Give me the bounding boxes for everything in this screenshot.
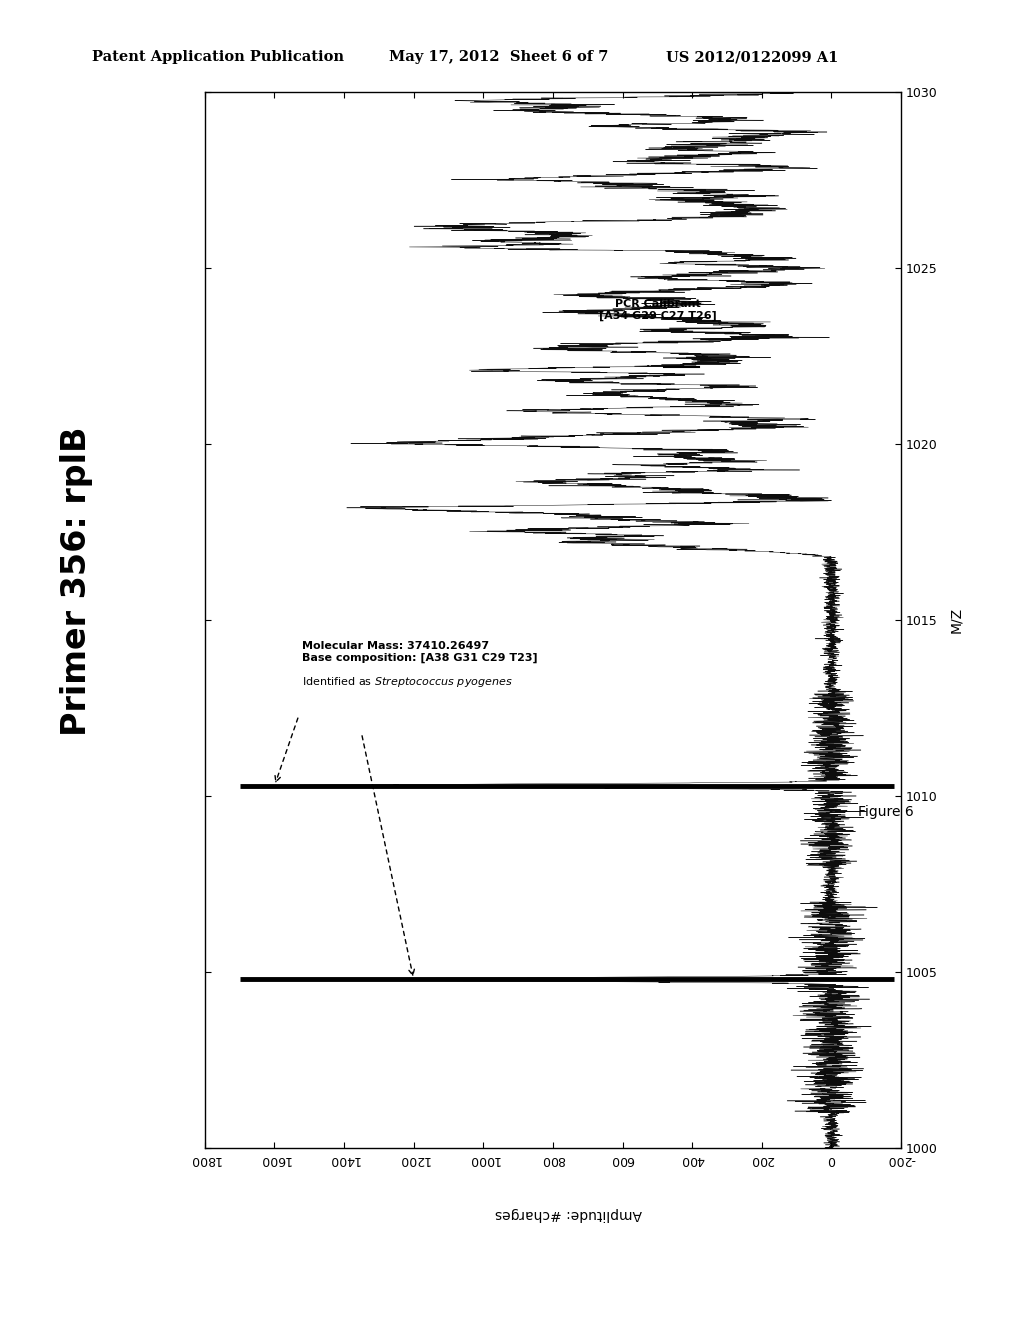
Text: US 2012/0122099 A1: US 2012/0122099 A1 [666, 50, 838, 65]
Text: Patent Application Publication: Patent Application Publication [92, 50, 344, 65]
Text: May 17, 2012  Sheet 6 of 7: May 17, 2012 Sheet 6 of 7 [389, 50, 608, 65]
Text: Molecular Mass: 37410.26497
Base composition: [A38 G31 C29 T23]: Molecular Mass: 37410.26497 Base composi… [302, 640, 538, 663]
Text: Amplitude: #charges: Amplitude: #charges [495, 1208, 642, 1221]
Text: PCR Calibrant
[A34 G29 C27 T26]: PCR Calibrant [A34 G29 C27 T26] [599, 300, 716, 321]
Text: Primer 356: rplB: Primer 356: rplB [60, 426, 93, 735]
Text: Figure 6: Figure 6 [858, 805, 913, 818]
Text: Identified as $\it{Streptococcus\ pyogenes}$: Identified as $\it{Streptococcus\ pyogen… [302, 675, 513, 689]
Y-axis label: M/Z: M/Z [949, 607, 963, 634]
